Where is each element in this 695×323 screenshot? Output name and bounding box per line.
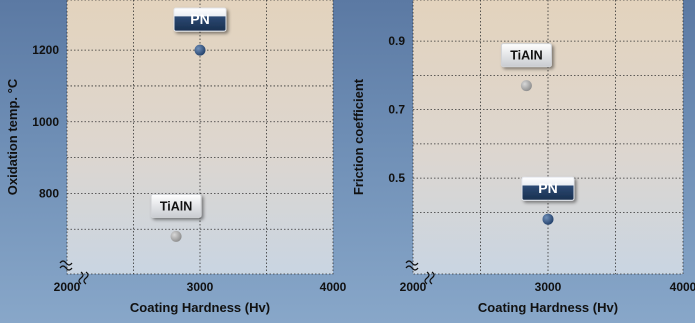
x-axis-title: Coating Hardness (Hv) bbox=[130, 300, 270, 315]
point-label-badge bbox=[173, 7, 227, 32]
y-tick-label: 1000 bbox=[32, 115, 59, 129]
x-axis-break-mark bbox=[424, 271, 435, 285]
y-axis-title: Oxidation temp. °C bbox=[5, 78, 20, 195]
x-tick-label: 3000 bbox=[187, 280, 214, 294]
x-tick-label: 4000 bbox=[670, 280, 695, 294]
data-point-tialn: TiAlN bbox=[500, 43, 552, 92]
point-label-badge bbox=[150, 193, 202, 218]
y-tick-label: 800 bbox=[39, 186, 59, 200]
point-marker bbox=[542, 213, 554, 225]
friction-coefficient-chart: 0.9 0.7 0.5 2000 3000 4000 Coating Hardness (H… bbox=[351, 0, 695, 315]
data-point-tialn: TiAlN bbox=[150, 193, 202, 242]
plot-frame bbox=[412, 0, 684, 275]
point-label-badge bbox=[500, 43, 552, 68]
point-marker bbox=[170, 230, 182, 242]
point-marker bbox=[194, 44, 206, 56]
y-axis-break-mark bbox=[405, 260, 419, 271]
point-label-badge bbox=[521, 176, 575, 201]
oxidation-temperature-chart: 1200 1000 800 2000 3000 4000 Coating Hardness … bbox=[5, 0, 347, 315]
y-tick-label: 0.9 bbox=[388, 34, 405, 48]
data-point-pn: PN bbox=[173, 7, 227, 56]
x-tick-label: 3000 bbox=[535, 280, 562, 294]
point-marker bbox=[520, 80, 532, 92]
point-label: PN bbox=[190, 11, 209, 27]
x-tick-label: 2000 bbox=[54, 280, 81, 294]
y-tick-label: 0.7 bbox=[388, 103, 405, 117]
x-tick-label: 2000 bbox=[400, 280, 427, 294]
point-label: PN bbox=[538, 180, 557, 196]
data-point-pn: PN bbox=[521, 176, 575, 225]
point-label: TiAlN bbox=[510, 49, 542, 63]
y-axis-title: Friction coefficient bbox=[351, 78, 366, 195]
x-axis-title: Coating Hardness (Hv) bbox=[478, 300, 618, 315]
y-tick-label: 0.5 bbox=[388, 171, 405, 185]
x-tick-label: 4000 bbox=[320, 280, 347, 294]
y-axis-break-mark bbox=[59, 260, 73, 271]
x-axis-break-mark bbox=[78, 271, 89, 285]
point-label: TiAlN bbox=[160, 199, 192, 213]
plot-frame bbox=[66, 0, 334, 275]
y-tick-label: 1200 bbox=[32, 43, 59, 57]
